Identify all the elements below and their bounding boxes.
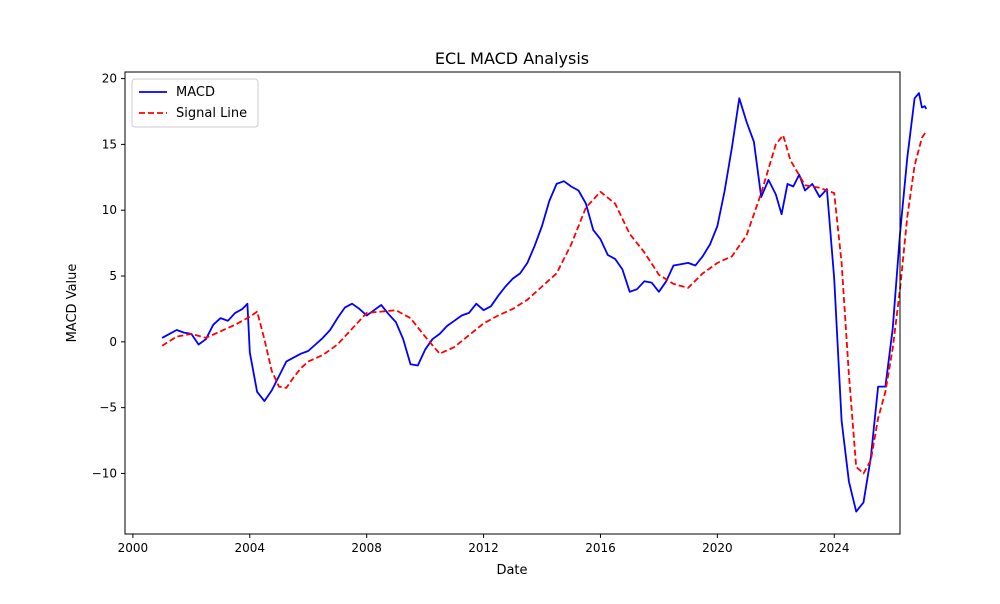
- y-tick-label: −5: [99, 401, 117, 415]
- x-tick-label: 2024: [819, 541, 850, 555]
- x-tick-label: 2000: [118, 541, 149, 555]
- x-axis: 2000 2004 2008 2012 2016 2020 2024: [118, 534, 850, 555]
- x-tick-label: 2016: [585, 541, 616, 555]
- y-axis-label: MACD Value: [65, 264, 80, 343]
- macd-line: [161, 92, 928, 513]
- plot-area: [161, 92, 928, 513]
- x-tick-label: 2012: [468, 541, 499, 555]
- legend: MACD Signal Line: [131, 78, 259, 128]
- signal-line: [161, 130, 928, 475]
- y-tick-label: 10: [102, 203, 117, 217]
- y-tick-label: 0: [109, 335, 117, 349]
- y-tick-label: 15: [102, 137, 117, 151]
- y-tick-label: 5: [109, 269, 117, 283]
- plot-frame: [124, 71, 901, 535]
- legend-label: Signal Line: [176, 106, 247, 121]
- y-axis: −10 −5 0 5 10 15 20: [92, 72, 125, 480]
- legend-box: [131, 78, 259, 128]
- legend-label: MACD: [176, 85, 215, 100]
- x-tick-label: 2004: [235, 541, 266, 555]
- y-tick-label: 20: [102, 72, 117, 86]
- chart-title: ECL MACD Analysis: [435, 49, 589, 68]
- x-tick-label: 2008: [351, 541, 382, 555]
- y-tick-label: −10: [92, 466, 117, 480]
- x-tick-label: 2020: [702, 541, 733, 555]
- x-axis-label: Date: [496, 563, 527, 578]
